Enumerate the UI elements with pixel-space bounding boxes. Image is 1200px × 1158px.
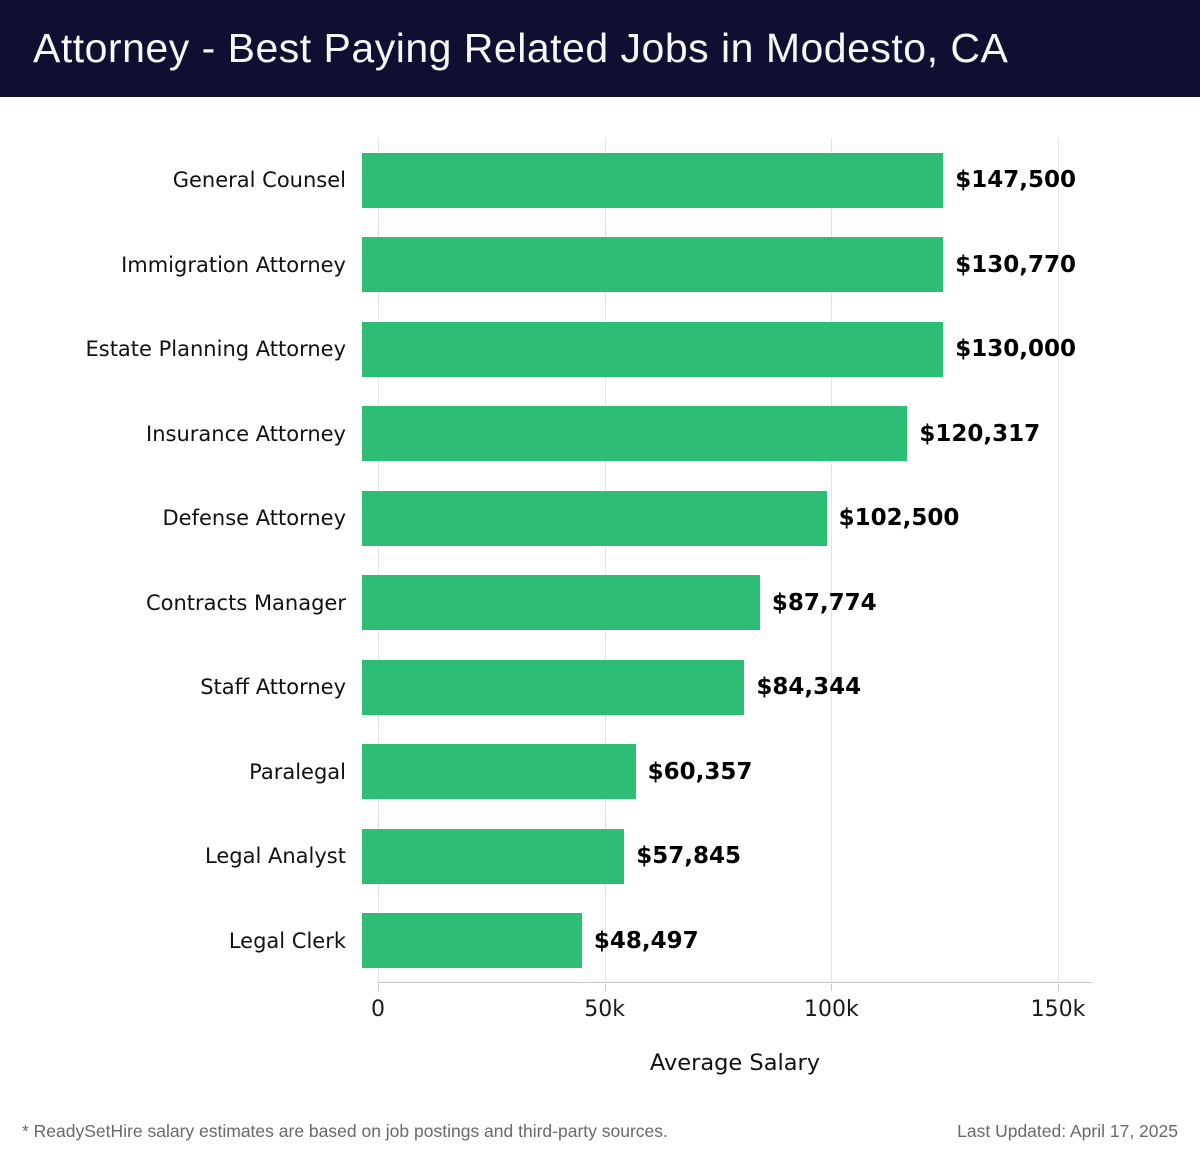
bar-row: Legal Clerk $48,497 — [0, 899, 1200, 984]
salary-bar — [362, 406, 908, 462]
x-tick-mark — [831, 984, 833, 991]
bar-row: Defense Attorney $102,500 — [0, 476, 1200, 561]
value-label: $102,500 — [838, 505, 960, 532]
x-axis-title: Average Salary — [649, 1050, 821, 1076]
gridline — [1058, 138, 1059, 982]
salary-bar — [362, 744, 636, 800]
x-tick-label: 50k — [584, 997, 626, 1022]
bar-zone: $102,500 — [362, 490, 1076, 546]
bar-zone: $130,000 — [362, 321, 1076, 377]
category-label: Immigration Attorney — [121, 252, 346, 277]
plot-area — [378, 138, 1092, 983]
category-label: Insurance Attorney — [146, 421, 346, 446]
category-label: Estate Planning Attorney — [85, 337, 346, 362]
bar-zone: $87,774 — [362, 575, 1076, 631]
bar-zone: $120,317 — [362, 406, 1076, 462]
category-label: Legal Analyst — [205, 844, 346, 869]
gridline — [378, 138, 379, 982]
category-label: Legal Clerk — [228, 928, 346, 953]
value-label: $48,497 — [593, 927, 699, 954]
bar-row: Insurance Attorney $120,317 — [0, 392, 1200, 477]
value-label: $130,000 — [955, 336, 1076, 363]
category-label: Staff Attorney — [200, 675, 346, 700]
x-tick-mark — [1058, 984, 1059, 991]
salary-bar — [362, 575, 760, 631]
bar-rows-container: General Counsel $147,500 Immigration Att… — [0, 138, 1200, 983]
value-label: $57,845 — [636, 843, 741, 870]
footer-disclaimer: * ReadySetHire salary estimates are base… — [22, 1120, 668, 1141]
header-banner: Attorney - Best Paying Related Jobs in M… — [0, 0, 1200, 97]
salary-bar — [362, 490, 827, 546]
value-label: $120,317 — [919, 420, 1041, 447]
x-tick-label: 100k — [803, 997, 859, 1022]
bar-zone: $48,497 — [362, 913, 1076, 969]
x-tick-label: 150k — [1030, 997, 1086, 1022]
bar-row: Contracts Manager $87,774 — [0, 561, 1200, 646]
bar-zone: $84,344 — [362, 659, 1076, 715]
gridline — [831, 138, 833, 982]
salary-bar — [362, 659, 745, 715]
category-label: Paralegal — [249, 759, 346, 784]
footer: * ReadySetHire salary estimates are base… — [0, 1114, 1200, 1148]
value-label: $147,500 — [955, 167, 1076, 194]
page-title: Attorney - Best Paying Related Jobs in M… — [33, 25, 1009, 71]
bar-row: Staff Attorney $84,344 — [0, 645, 1200, 730]
salary-bar — [362, 321, 944, 377]
salary-bar — [362, 828, 625, 884]
category-label: Contracts Manager — [145, 590, 346, 615]
bar-zone: $130,770 — [362, 237, 1076, 293]
value-label: $87,774 — [771, 589, 877, 616]
gridline — [604, 138, 606, 982]
value-label: $84,344 — [756, 674, 862, 701]
salary-bar — [362, 913, 582, 969]
category-label: General Counsel — [172, 168, 346, 193]
bar-row: Legal Analyst $57,845 — [0, 814, 1200, 899]
footer-last-updated: Last Updated: April 17, 2025 — [957, 1120, 1178, 1141]
category-label: Defense Attorney — [162, 506, 346, 531]
salary-bar — [362, 152, 944, 208]
bar-zone: $147,500 — [362, 152, 1076, 208]
x-tick-mark — [378, 984, 379, 991]
x-tick-mark — [604, 984, 606, 991]
bar-row: Estate Planning Attorney $130,000 — [0, 307, 1200, 392]
bar-zone: $60,357 — [362, 744, 1076, 800]
x-tick-label: 0 — [371, 997, 385, 1022]
value-label: $60,357 — [647, 758, 753, 785]
bar-zone: $57,845 — [362, 828, 1076, 884]
bar-row: General Counsel $147,500 — [0, 138, 1200, 223]
bar-row: Paralegal $60,357 — [0, 730, 1200, 815]
salary-bar — [362, 237, 944, 293]
bar-row: Immigration Attorney $130,770 — [0, 223, 1200, 308]
value-label: $130,770 — [955, 251, 1076, 278]
x-axis: 0 50k 100k 150k — [371, 984, 1092, 1044]
